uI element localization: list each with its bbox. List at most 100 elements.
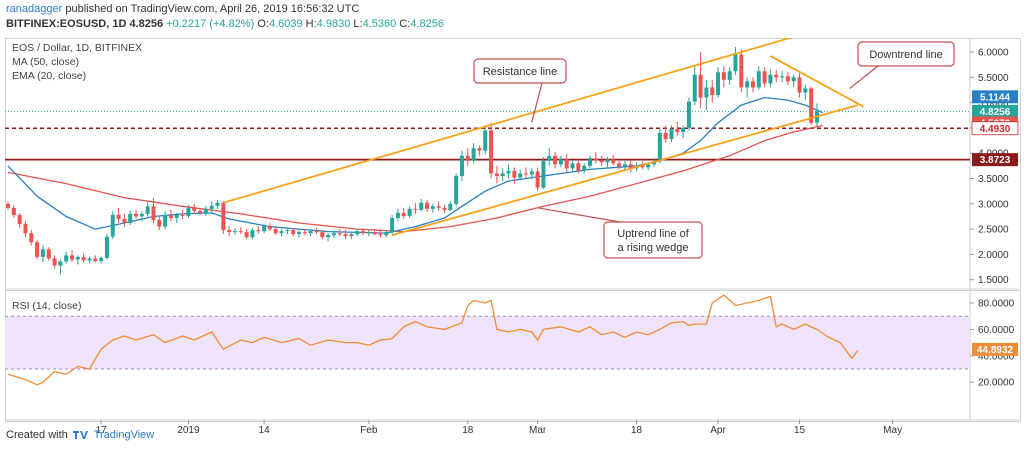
candle-body[interactable]	[215, 202, 220, 206]
candle-body[interactable]	[227, 230, 232, 233]
candle-body[interactable]	[320, 232, 325, 238]
candle-body[interactable]	[157, 219, 162, 227]
candle-body[interactable]	[448, 203, 453, 210]
resistance-trendline[interactable]	[223, 37, 793, 204]
candle-body[interactable]	[739, 54, 744, 88]
candle-body[interactable]	[238, 231, 243, 233]
candle-body[interactable]	[721, 72, 726, 80]
candle-body[interactable]	[151, 206, 156, 220]
candle-body[interactable]	[232, 231, 237, 233]
candle-body[interactable]	[58, 261, 63, 266]
candle-body[interactable]	[110, 214, 115, 237]
candle-body[interactable]	[535, 171, 540, 188]
candle-body[interactable]	[35, 242, 40, 257]
candle-body[interactable]	[395, 212, 400, 218]
candle-body[interactable]	[599, 160, 604, 163]
candle-body[interactable]	[745, 81, 750, 88]
candle-body[interactable]	[477, 148, 482, 151]
candle-body[interactable]	[704, 87, 709, 98]
candle-body[interactable]	[11, 207, 16, 215]
candle-body[interactable]	[413, 208, 418, 210]
candle-body[interactable]	[116, 214, 121, 219]
candle-body[interactable]	[750, 81, 755, 88]
candle-body[interactable]	[75, 256, 80, 260]
candle-body[interactable]	[663, 132, 668, 140]
candle-body[interactable]	[297, 232, 301, 235]
candle-body[interactable]	[733, 54, 738, 72]
candle-body[interactable]	[203, 208, 208, 213]
candle-body[interactable]	[378, 234, 383, 236]
candle-body[interactable]	[361, 231, 366, 234]
candle-body[interactable]	[442, 207, 447, 210]
candle-body[interactable]	[512, 170, 517, 178]
candle-body[interactable]	[564, 159, 569, 169]
candle-body[interactable]	[279, 231, 284, 234]
candle-body[interactable]	[168, 214, 173, 218]
candle-body[interactable]	[576, 163, 581, 171]
candle-body[interactable]	[425, 202, 430, 209]
candle-body[interactable]	[198, 210, 203, 213]
candle-body[interactable]	[87, 258, 92, 261]
candle-body[interactable]	[384, 232, 389, 236]
candle-body[interactable]	[256, 230, 261, 232]
candle-body[interactable]	[40, 249, 45, 257]
candle-body[interactable]	[192, 207, 197, 211]
candle-body[interactable]	[553, 155, 558, 165]
candle-body[interactable]	[302, 232, 307, 234]
candle-body[interactable]	[541, 160, 546, 188]
candle-body[interactable]	[128, 213, 133, 224]
candle-body[interactable]	[419, 202, 424, 210]
candle-body[interactable]	[558, 159, 563, 165]
candle-body[interactable]	[326, 235, 331, 238]
candle-body[interactable]	[174, 214, 179, 218]
candle-body[interactable]	[605, 159, 610, 163]
candle-body[interactable]	[6, 203, 10, 208]
candle-body[interactable]	[430, 206, 435, 209]
candle-body[interactable]	[145, 206, 150, 214]
resistance-callout-box[interactable]	[473, 58, 567, 84]
candle-body[interactable]	[104, 236, 109, 258]
candle-body[interactable]	[797, 77, 802, 93]
candle-body[interactable]	[454, 175, 459, 204]
candle-body[interactable]	[372, 232, 377, 235]
candle-body[interactable]	[52, 258, 57, 266]
candle-body[interactable]	[529, 171, 534, 175]
candle-body[interactable]	[547, 155, 552, 161]
candle-body[interactable]	[768, 74, 773, 84]
candle-body[interactable]	[710, 87, 715, 96]
candle-body[interactable]	[762, 71, 767, 84]
candle-body[interactable]	[366, 232, 371, 234]
candle-body[interactable]	[285, 230, 290, 232]
candle-body[interactable]	[459, 155, 464, 176]
candle-body[interactable]	[46, 249, 51, 259]
candle-body[interactable]	[692, 74, 697, 102]
footer-brand[interactable]: TradingView	[93, 429, 155, 441]
candle-body[interactable]	[308, 231, 313, 234]
candle-body[interactable]	[494, 173, 499, 176]
candle-body[interactable]	[99, 257, 104, 261]
candle-body[interactable]	[582, 165, 587, 171]
candle-body[interactable]	[29, 233, 34, 243]
candle-body[interactable]	[506, 170, 511, 174]
candle-body[interactable]	[803, 88, 808, 93]
candle-body[interactable]	[390, 217, 395, 233]
candle-body[interactable]	[401, 212, 406, 216]
candle-body[interactable]	[588, 158, 592, 166]
candle-body[interactable]	[785, 76, 790, 82]
candle-body[interactable]	[250, 230, 255, 238]
candle-body[interactable]	[727, 71, 732, 80]
candle-body[interactable]	[774, 74, 779, 78]
candle-body[interactable]	[343, 234, 348, 237]
candle-body[interactable]	[681, 127, 686, 132]
candle-body[interactable]	[139, 213, 144, 217]
candle-body[interactable]	[622, 164, 627, 167]
candle-body[interactable]	[617, 163, 622, 167]
candle-body[interactable]	[93, 258, 98, 261]
candle-body[interactable]	[273, 229, 278, 234]
candle-body[interactable]	[314, 231, 319, 233]
candle-body[interactable]	[407, 208, 412, 216]
candle-body[interactable]	[355, 231, 360, 235]
candle-body[interactable]	[70, 255, 75, 260]
candle-body[interactable]	[331, 233, 336, 236]
